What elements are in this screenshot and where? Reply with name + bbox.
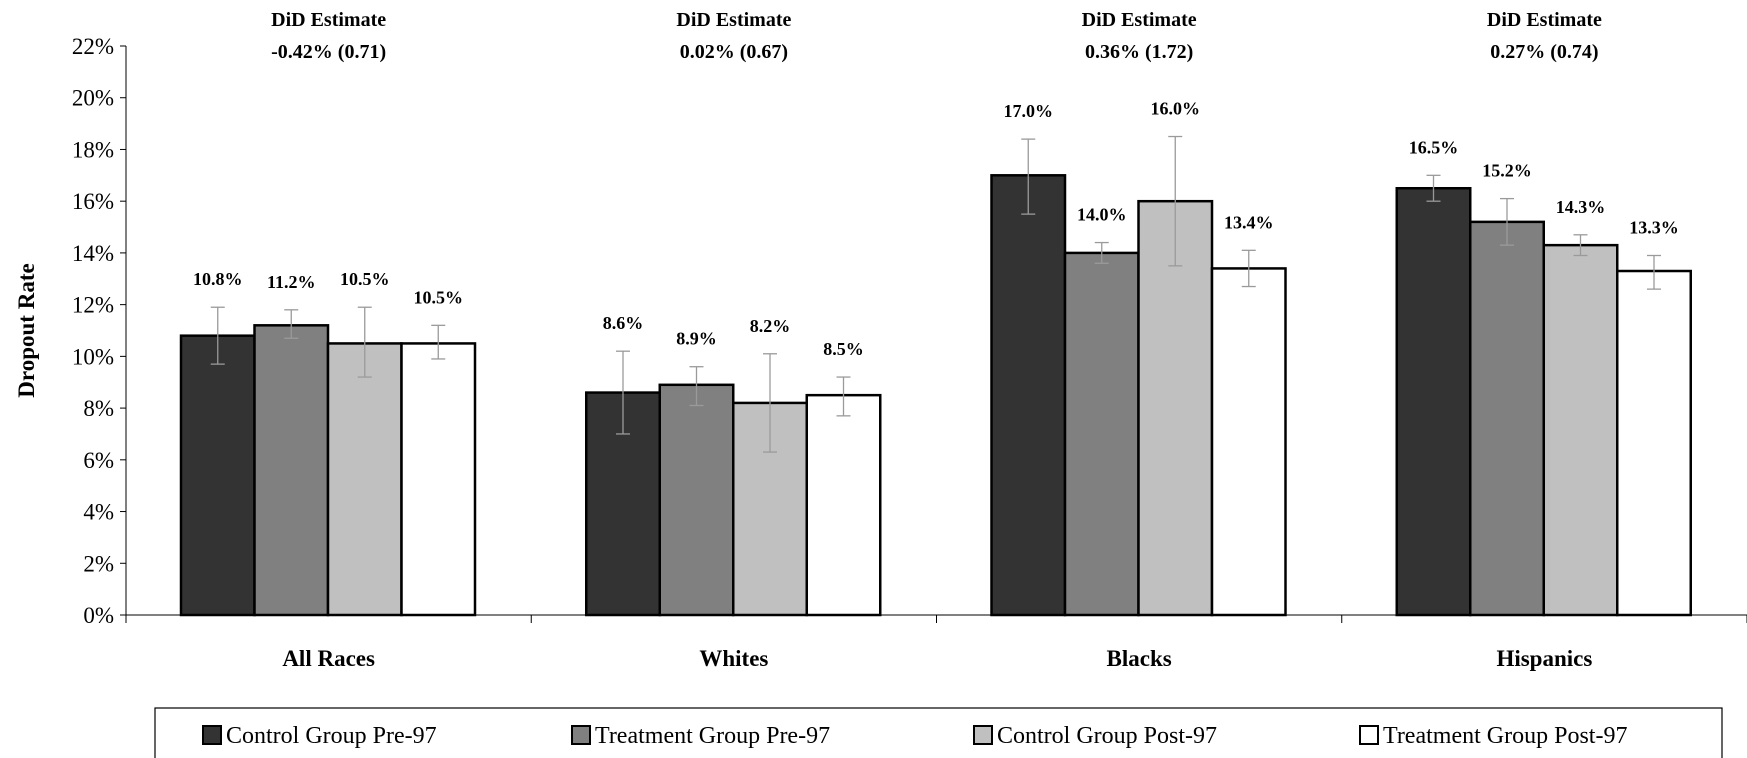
bar	[1395, 187, 1472, 617]
legend-box	[154, 707, 1723, 758]
data-label: 8.2%	[750, 316, 791, 336]
data-label: 15.2%	[1482, 161, 1532, 181]
bar	[400, 342, 477, 617]
bar	[253, 324, 330, 617]
legend-label: Treatment Group Pre-97	[595, 723, 830, 749]
bar	[326, 342, 403, 617]
bar	[1616, 269, 1692, 617]
did-estimate-value: 0.27% (0.74)	[1490, 41, 1598, 63]
y-tick-label: 2%	[83, 551, 114, 576]
data-label: 10.5%	[340, 269, 390, 289]
category-label: Whites	[699, 646, 768, 671]
bar	[1063, 251, 1140, 617]
data-label: 10.8%	[193, 269, 243, 289]
data-label: 13.3%	[1629, 217, 1679, 237]
data-label: 14.0%	[1077, 205, 1127, 225]
legend-label: Treatment Group Post-97	[1383, 723, 1627, 749]
category-label: Hispanics	[1496, 646, 1592, 671]
bar	[805, 393, 882, 617]
category-label: All Races	[282, 646, 375, 671]
y-axis-label: Dropout Rate	[14, 263, 39, 397]
bar	[732, 401, 808, 617]
y-tick-label: 4%	[83, 500, 114, 525]
y-tick-label: 12%	[72, 293, 114, 318]
did-estimate-value: -0.42% (0.71)	[271, 41, 386, 63]
y-tick-label: 20%	[72, 86, 114, 111]
legend-label: Control Group Pre-97	[226, 723, 437, 749]
data-label: 16.5%	[1409, 137, 1459, 157]
data-label: 11.2%	[267, 272, 316, 292]
legend-swatch	[973, 725, 993, 745]
category-label: Blacks	[1107, 646, 1172, 671]
did-estimate-title: DiD Estimate	[676, 9, 791, 31]
y-tick-label: 18%	[72, 137, 114, 162]
y-tick-label: 16%	[72, 189, 114, 214]
data-label: 8.9%	[676, 329, 717, 349]
data-label: 8.5%	[823, 339, 864, 359]
y-tick-label: 10%	[72, 344, 114, 369]
y-tick-label: 6%	[83, 448, 114, 473]
y-tick-label: 14%	[72, 241, 114, 266]
did-estimate-title: DiD Estimate	[1082, 9, 1197, 31]
data-label: 17.0%	[1004, 101, 1054, 121]
data-label: 10.5%	[414, 287, 464, 307]
bar	[1210, 267, 1287, 617]
legend-swatch	[1359, 725, 1379, 745]
bar	[1542, 243, 1619, 617]
legend-label: Control Group Post-97	[997, 723, 1217, 749]
bar	[658, 383, 735, 617]
legend-swatch	[202, 725, 222, 745]
bar	[1469, 220, 1545, 617]
did-estimate-value: 0.36% (1.72)	[1085, 41, 1193, 63]
data-label: 13.4%	[1224, 212, 1274, 232]
data-label: 8.6%	[603, 313, 644, 333]
y-tick-label: 22%	[72, 34, 114, 59]
data-label: 16.0%	[1151, 99, 1201, 119]
did-estimate-value: 0.02% (0.67)	[680, 41, 788, 63]
y-tick-label: 0%	[83, 603, 114, 628]
did-estimate-title: DiD Estimate	[1487, 9, 1602, 31]
bar	[179, 334, 256, 617]
legend-swatch	[571, 725, 591, 745]
bar	[990, 174, 1067, 617]
did-estimate-title: DiD Estimate	[271, 9, 386, 31]
data-label: 14.3%	[1556, 197, 1606, 217]
y-tick-label: 8%	[83, 396, 114, 421]
